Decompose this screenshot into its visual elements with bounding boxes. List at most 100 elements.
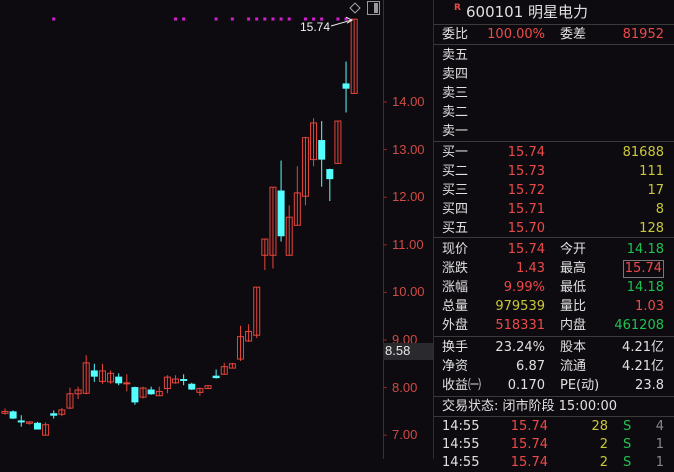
- buy-volume: 17: [647, 183, 664, 198]
- candle-down: [342, 83, 350, 89]
- fund-value: 23.24%: [495, 340, 545, 355]
- candle-up: [98, 370, 106, 382]
- y-tick-label: 12.00: [392, 189, 425, 205]
- candle-up: [58, 409, 66, 415]
- quote-value: 15.74: [507, 242, 545, 257]
- fund-label: 净资: [442, 359, 469, 374]
- fund-value: 4.21亿: [622, 359, 664, 374]
- candle-up: [285, 216, 293, 256]
- candle-up: [1, 410, 9, 414]
- tick-row: 14:55 15.74 2 S 1: [434, 436, 674, 454]
- quote-value: 979539: [495, 299, 545, 314]
- quote-value: 15.74: [622, 260, 664, 278]
- buy-label: 买三: [442, 183, 469, 198]
- tick-volume: 2: [599, 437, 608, 452]
- buy-price: 15.72: [507, 183, 545, 198]
- tick-price: 15.74: [510, 437, 548, 452]
- stock-name: 明星电力: [528, 3, 589, 21]
- sell-row-4: 卖二: [434, 103, 674, 122]
- tick-side: S: [623, 437, 632, 452]
- buy-label: 买一: [442, 145, 469, 160]
- candle-down: [147, 389, 155, 395]
- trade-status: 交易状态: 闭市阶段 15:00:00: [434, 397, 674, 416]
- panel-toggle-icon[interactable]: [367, 1, 380, 15]
- r-badge: R: [454, 3, 461, 13]
- buy-label: 买二: [442, 164, 469, 179]
- candlestick-plot[interactable]: [0, 0, 433, 459]
- candle-up: [350, 18, 358, 94]
- candle-up: [139, 387, 147, 398]
- buy-label: 买四: [442, 202, 469, 217]
- candle-up: [293, 192, 301, 226]
- signal-marker: [52, 17, 56, 21]
- candle-up: [334, 120, 342, 164]
- high-price-label: 15.74: [300, 20, 331, 34]
- buy-volume: 128: [639, 221, 664, 236]
- ratio-row: 委比 100.00% 委差 81952: [434, 25, 674, 44]
- ratio-value: 100.00%: [487, 27, 545, 42]
- sell-row-3: 卖三: [434, 84, 674, 103]
- buy-row-3: 买三 15.72 17: [434, 181, 674, 200]
- tick-volume: 28: [591, 419, 608, 434]
- fund-value: 23.8: [635, 378, 664, 393]
- candle-down: [115, 376, 123, 384]
- signal-marker: [303, 17, 307, 21]
- buy-volume: 8: [655, 202, 664, 217]
- y-tick-label: 10.00: [392, 284, 425, 300]
- signal-marker: [174, 17, 178, 21]
- candle-down: [131, 387, 139, 403]
- quote-row: 总量 979539 量比 1.03: [434, 297, 674, 316]
- fund-label: 流通: [560, 359, 587, 374]
- fund-value: 0.170: [507, 378, 545, 393]
- y-tick-label: 11.00: [392, 236, 424, 252]
- candle-up: [74, 389, 82, 395]
- candle-up: [163, 376, 171, 390]
- quote-value: 461208: [614, 318, 664, 333]
- buy-row-4: 买四 15.71 8: [434, 200, 674, 219]
- fund-label: 换手: [442, 340, 469, 355]
- tick-time: 14:55: [442, 437, 480, 452]
- kline-chart[interactable]: 14.00 13.00 12.00 11.00 10.00 9.00 8.00 7.00 8.…: [0, 0, 433, 459]
- quote-value: 518331: [495, 318, 545, 333]
- candle-down: [33, 422, 41, 430]
- signal-marker: [279, 17, 283, 21]
- candle-up: [25, 421, 33, 424]
- y-tick-label: 14.00: [392, 94, 425, 109]
- buy-label: 买五: [442, 221, 469, 236]
- candle-up: [155, 390, 163, 397]
- status-text: 交易状态: 闭市阶段 15:00:00: [442, 399, 618, 414]
- stock-code: 600101: [466, 3, 524, 21]
- sell-row-1: 卖五: [434, 46, 674, 65]
- tick-time: 14:55: [442, 419, 480, 434]
- signal-marker: [255, 17, 259, 21]
- candle-down: [9, 411, 17, 419]
- quote-label: 最低: [560, 280, 587, 295]
- buy-row-1: 买一 15.74 81688: [434, 143, 674, 162]
- signal-marker: [344, 17, 348, 21]
- sell-label: 卖四: [442, 67, 469, 82]
- buy-volume: 111: [639, 164, 664, 179]
- fundamental-row: 净资 6.87 流通 4.21亿: [434, 357, 674, 376]
- signal-marker: [182, 17, 186, 21]
- tick-count: 1: [655, 455, 664, 470]
- sell-label: 卖一: [442, 124, 469, 139]
- candle-up: [204, 385, 212, 390]
- quote-label: 现价: [442, 242, 469, 257]
- sell-label: 卖二: [442, 105, 469, 120]
- tick-row: 14:55 15.74 2 S 1: [434, 454, 674, 472]
- quote-row: 外盘 518331 内盘 461208: [434, 316, 674, 335]
- candle-up: [245, 330, 253, 342]
- quote-row: 涨幅 9.99% 最低 14.18: [434, 278, 674, 297]
- candle-up: [107, 372, 115, 383]
- signal-marker: [263, 17, 267, 21]
- quote-value: 1.03: [635, 299, 664, 314]
- fund-value: 4.21亿: [622, 340, 664, 355]
- quote-label: 量比: [560, 299, 587, 314]
- tick-row: 14:55 15.74 28 S 4: [434, 418, 674, 436]
- candle-up: [42, 424, 50, 436]
- quote-value: 14.18: [626, 242, 664, 257]
- sell-row-2: 卖四: [434, 65, 674, 84]
- candle-down: [50, 413, 58, 416]
- quote-label: 外盘: [442, 318, 469, 333]
- diff-label: 委差: [560, 27, 587, 42]
